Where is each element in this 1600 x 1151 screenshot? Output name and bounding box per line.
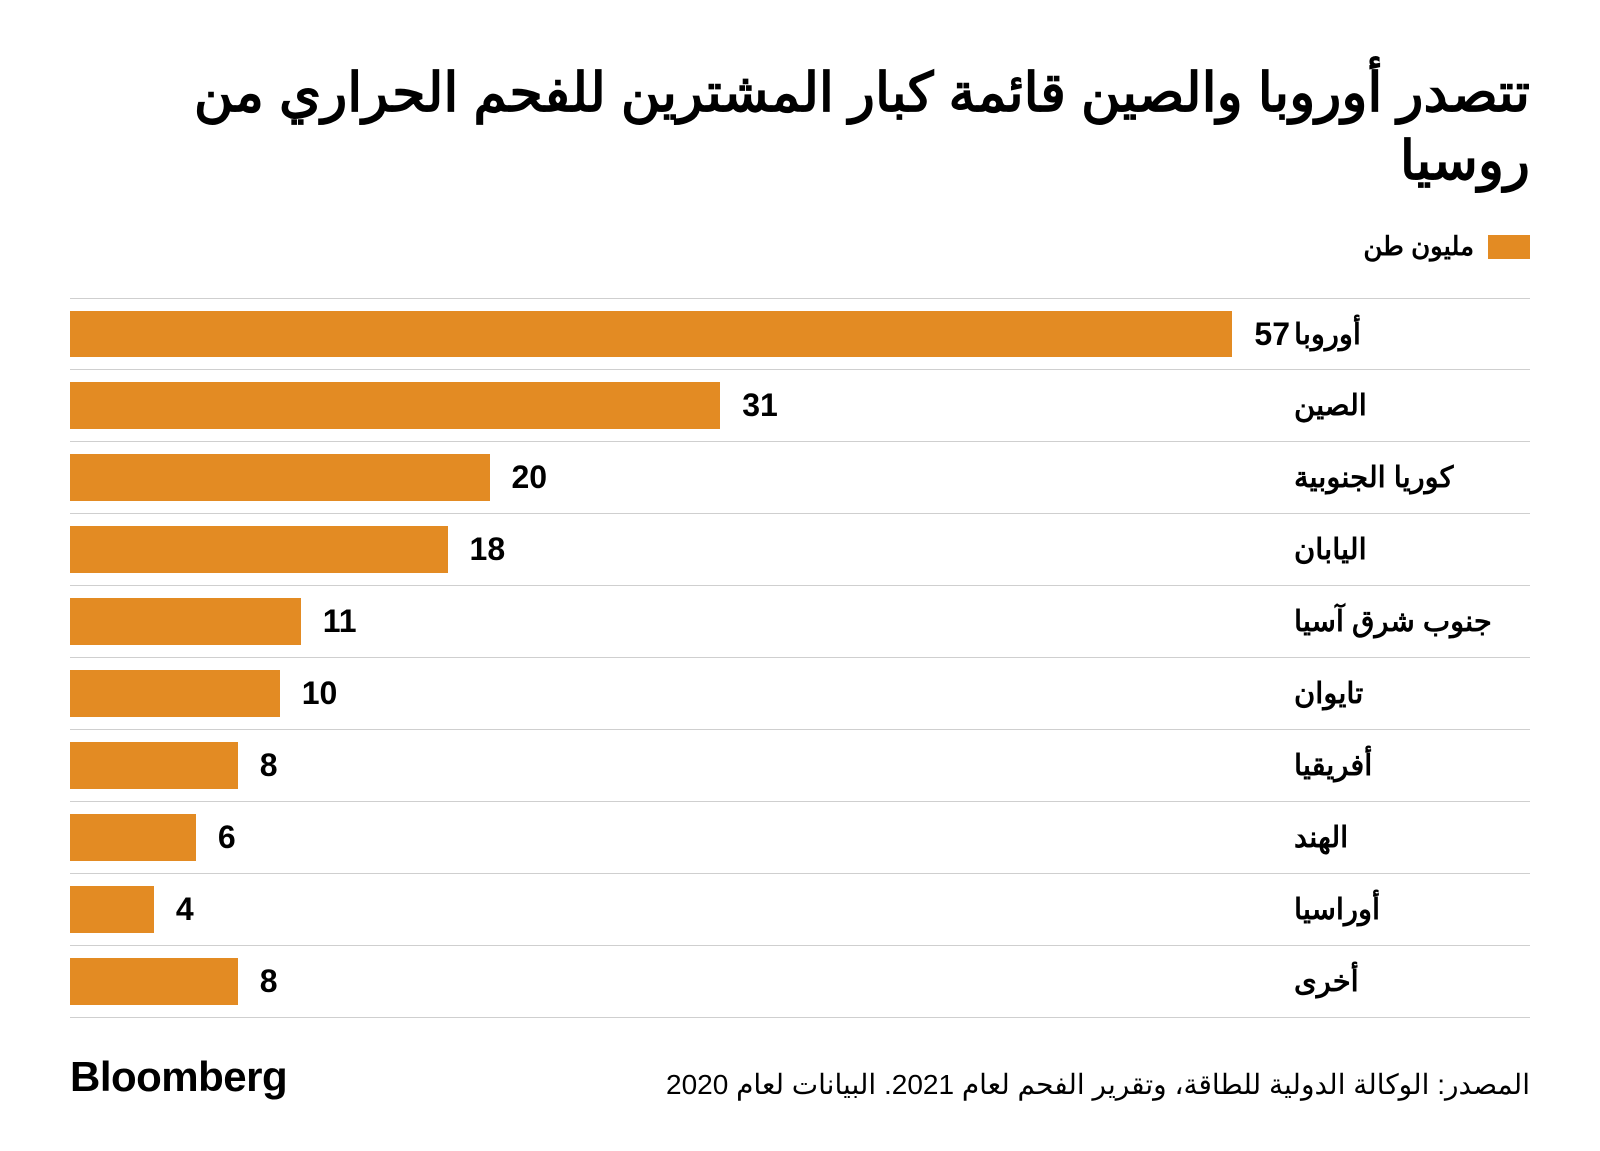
bar-chart: أوروبا57الصين31كوريا الجنوبية20اليابان18… <box>70 298 1530 1018</box>
legend-label: مليون طن <box>1363 231 1474 262</box>
bar <box>70 814 196 861</box>
category-label: اليابان <box>1290 532 1530 567</box>
chart-row: كوريا الجنوبية 20 <box>70 442 1530 514</box>
category-label: الصين <box>1290 388 1530 423</box>
bar <box>70 670 280 717</box>
bar-cell: 11 <box>70 586 1290 657</box>
value-label: 4 <box>176 891 194 928</box>
chart-row: أوراسيا 4 <box>70 874 1530 946</box>
chart-row: اليابان 18 <box>70 514 1530 586</box>
bar <box>70 958 238 1005</box>
value-label: 8 <box>260 747 278 784</box>
bar <box>70 742 238 789</box>
category-label: أوراسيا <box>1290 892 1530 927</box>
value-label: 11 <box>323 603 357 640</box>
bar-cell: 8 <box>70 730 1290 801</box>
category-label: أفريقيا <box>1290 748 1530 783</box>
chart-row: أوروبا57 <box>70 298 1530 370</box>
value-label: 18 <box>470 531 506 568</box>
value-label: 20 <box>512 459 548 496</box>
bar-cell: 10 <box>70 658 1290 729</box>
bar-cell: 4 <box>70 874 1290 945</box>
category-label: تايوان <box>1290 676 1530 711</box>
source-text: المصدر: الوكالة الدولية للطاقة، وتقرير ا… <box>666 1068 1530 1101</box>
bar-cell: 31 <box>70 370 1290 441</box>
chart-footer: المصدر: الوكالة الدولية للطاقة، وتقرير ا… <box>70 1053 1530 1101</box>
value-label: 31 <box>742 387 778 424</box>
category-label: كوريا الجنوبية <box>1290 460 1530 495</box>
value-label: 57 <box>1254 316 1290 353</box>
category-label: الهند <box>1290 820 1530 855</box>
bar <box>70 311 1232 357</box>
chart-row: تايوان 10 <box>70 658 1530 730</box>
bar <box>70 886 154 933</box>
bar-cell: 18 <box>70 514 1290 585</box>
bar-cell: 20 <box>70 442 1290 513</box>
legend-swatch <box>1488 235 1530 259</box>
bar-cell: 8 <box>70 946 1290 1017</box>
chart-row: أفريقيا 8 <box>70 730 1530 802</box>
chart-row: جنوب شرق آسيا 11 <box>70 586 1530 658</box>
bar-cell: 57 <box>70 299 1290 369</box>
value-label: 6 <box>218 819 236 856</box>
chart-title: تتصدر أوروبا والصين قائمة كبار المشترين … <box>70 60 1530 195</box>
category-label: أخرى <box>1290 964 1530 999</box>
value-label: 10 <box>302 675 338 712</box>
bar <box>70 526 448 573</box>
bar-cell: 6 <box>70 802 1290 873</box>
chart-legend: مليون طن <box>70 231 1530 262</box>
bar <box>70 382 720 429</box>
value-label: 8 <box>260 963 278 1000</box>
chart-row: الصين 31 <box>70 370 1530 442</box>
category-label: جنوب شرق آسيا <box>1290 604 1530 639</box>
chart-row: أخرى 8 <box>70 946 1530 1018</box>
chart-container: تتصدر أوروبا والصين قائمة كبار المشترين … <box>0 0 1600 1151</box>
category-label: أوروبا <box>1290 317 1530 352</box>
chart-row: الهند 6 <box>70 802 1530 874</box>
bar <box>70 598 301 645</box>
brand-logo: Bloomberg <box>70 1053 287 1101</box>
bar <box>70 454 490 501</box>
